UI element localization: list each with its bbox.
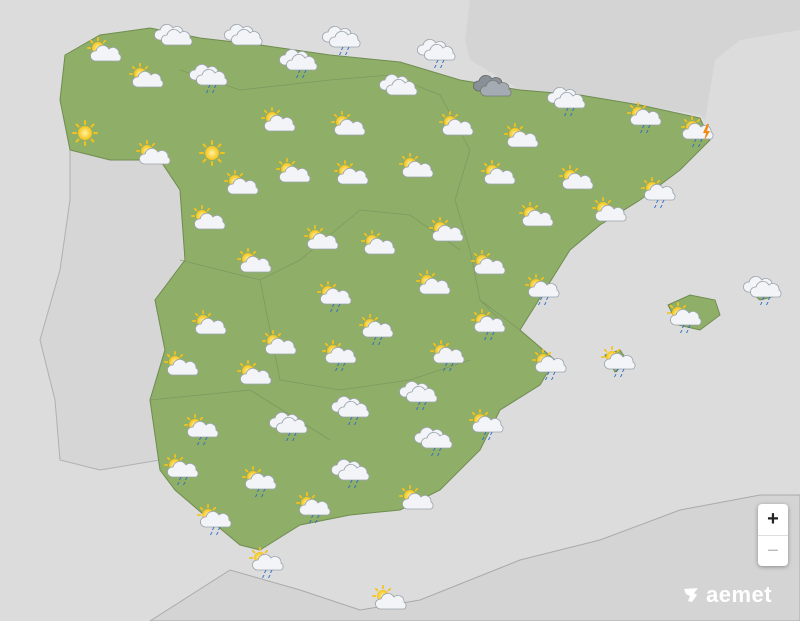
- sun-icon: [73, 121, 97, 145]
- sun-icon: [200, 141, 224, 165]
- zoom-out-button[interactable]: −: [758, 535, 788, 566]
- aemet-logo-icon: [684, 588, 698, 602]
- zoom-control: + −: [758, 504, 788, 566]
- africa-landmass: [149, 494, 800, 621]
- zoom-in-button[interactable]: +: [767, 508, 779, 530]
- logo-text: aemet: [706, 582, 773, 607]
- spain-landmass: [59, 27, 711, 551]
- aemet-logo: aemet: [682, 582, 772, 608]
- france-landmass: [190, 0, 800, 120]
